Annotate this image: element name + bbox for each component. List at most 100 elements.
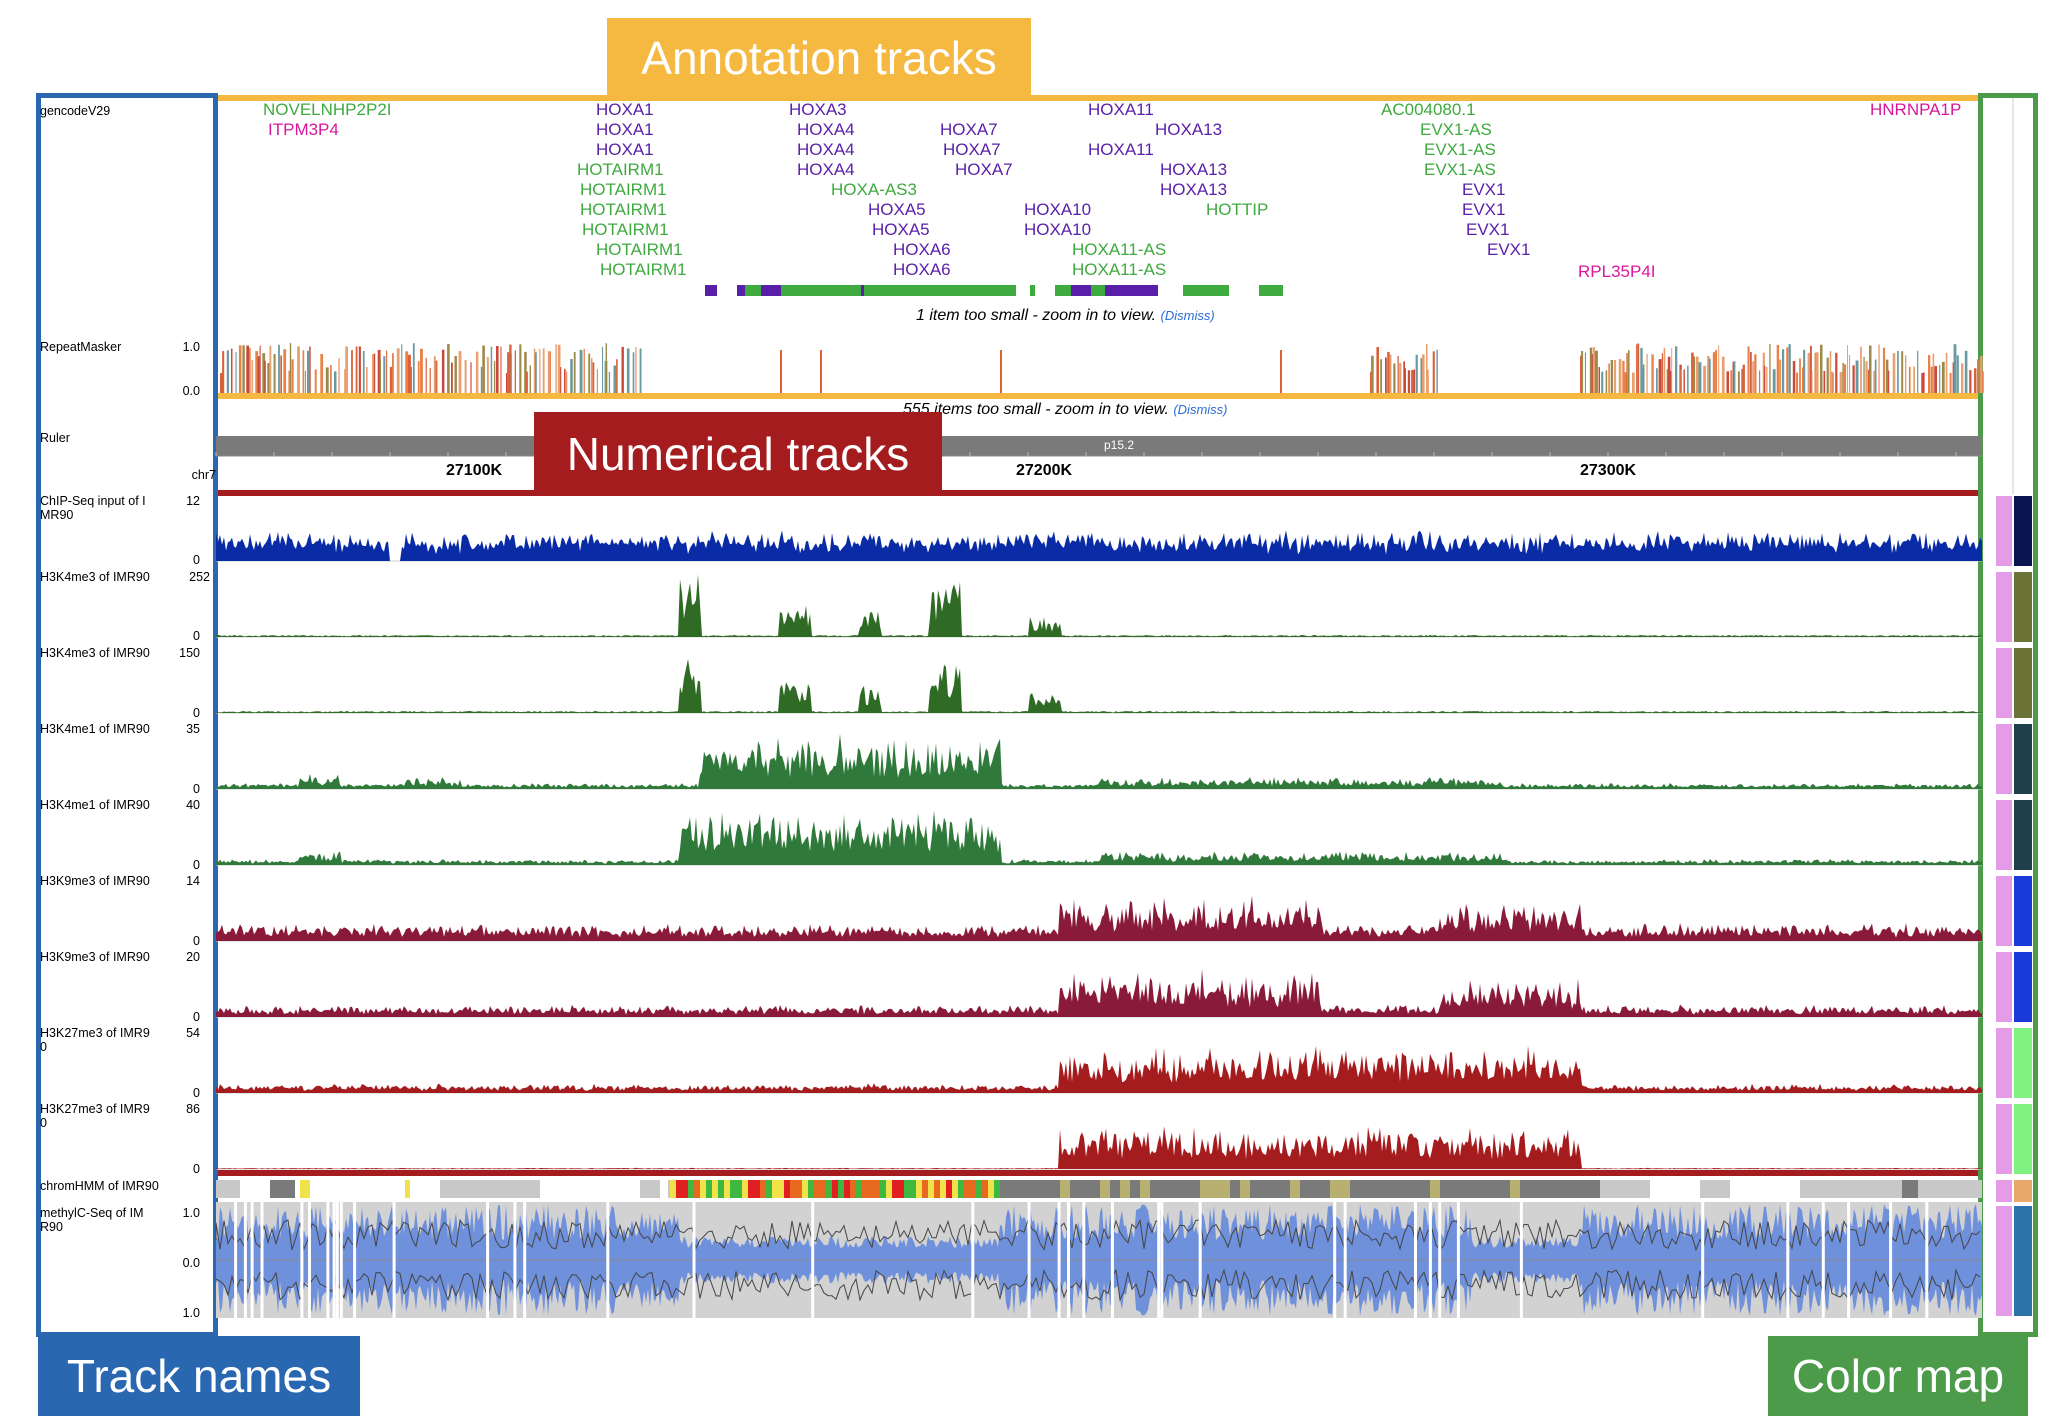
repeat-block bbox=[1695, 356, 1699, 393]
chromhmm-segment bbox=[1280, 1180, 1290, 1198]
methyl-gap bbox=[1198, 1202, 1202, 1318]
repeat-block bbox=[1835, 352, 1838, 393]
repeat-block bbox=[429, 367, 431, 393]
methyl-gap bbox=[243, 1202, 247, 1318]
repeat-block bbox=[1380, 359, 1382, 393]
repeat-block bbox=[1592, 347, 1596, 393]
repeat-block bbox=[1754, 354, 1757, 393]
repeat-block bbox=[249, 347, 251, 393]
methyl-gap bbox=[1925, 1202, 1929, 1318]
repeat-block bbox=[267, 363, 270, 393]
repeat-block bbox=[604, 360, 608, 393]
gene-label: HOXA7 bbox=[943, 140, 1001, 159]
repeat-block bbox=[1580, 355, 1583, 393]
repeat-block bbox=[547, 351, 551, 393]
tick-h3k4me3b-min: 0 bbox=[193, 706, 200, 720]
gene-label: HOXA7 bbox=[940, 120, 998, 139]
methyl-line bbox=[215, 1268, 1981, 1302]
repeat-block bbox=[1830, 371, 1833, 393]
gene-label: HOXA1 bbox=[596, 120, 654, 139]
methyl-gap bbox=[1027, 1202, 1031, 1318]
repeat-block bbox=[1393, 363, 1396, 393]
repeat-block bbox=[1759, 370, 1761, 393]
chromhmm-segment bbox=[670, 1180, 676, 1198]
repeat-block bbox=[1956, 355, 1959, 393]
track-name-chip-input: ChIP-Seq input of I MR90 bbox=[40, 494, 146, 522]
chromhmm-segment bbox=[982, 1180, 988, 1198]
repeat-block bbox=[579, 349, 583, 393]
chromhmm-segment bbox=[886, 1180, 892, 1198]
tick-h3k4me1b-min: 0 bbox=[193, 858, 200, 872]
repeat-block bbox=[451, 362, 453, 393]
chromhmm-segment bbox=[1500, 1180, 1510, 1198]
repeat-block bbox=[273, 354, 276, 393]
tick-chip-max: 12 bbox=[186, 494, 200, 508]
signal-track-4 bbox=[216, 810, 1982, 866]
repeat-block bbox=[1832, 372, 1834, 393]
chromhmm-segment bbox=[874, 1180, 880, 1198]
signal-area bbox=[216, 810, 1982, 865]
gene-label: EVX1 bbox=[1462, 200, 1506, 219]
repeat-block bbox=[1810, 345, 1812, 393]
repeat-dismiss-link[interactable]: (Dismiss) bbox=[1173, 402, 1228, 417]
repeat-block bbox=[1802, 367, 1805, 393]
repeat-block bbox=[1641, 369, 1644, 393]
repeat-block bbox=[482, 345, 485, 393]
repeat-block bbox=[1820, 344, 1823, 393]
chromhmm-segment bbox=[826, 1180, 832, 1198]
chromhmm-segment bbox=[1260, 1180, 1270, 1198]
methyl-gap bbox=[1343, 1202, 1347, 1318]
gene-label: EVX1 bbox=[1466, 220, 1510, 239]
chromhmm-segment bbox=[1040, 1180, 1050, 1198]
repeat-block bbox=[1849, 354, 1851, 393]
gene-label: EVX1-AS bbox=[1420, 120, 1492, 139]
chromhmm-segment bbox=[892, 1180, 898, 1198]
gene-label: EVX1 bbox=[1487, 240, 1531, 259]
chromhmm-segment bbox=[922, 1180, 928, 1198]
tick-h3k4me3a-min: 0 bbox=[193, 629, 200, 643]
gencode-notice-text: 1 item too small - zoom in to view. bbox=[916, 307, 1157, 324]
chromhmm-segment bbox=[668, 1180, 680, 1198]
chromhmm-segment bbox=[1190, 1180, 1200, 1198]
gencode-dismiss-link[interactable]: (Dismiss) bbox=[1160, 308, 1215, 323]
repeat-block bbox=[1667, 356, 1671, 393]
repeat-block bbox=[1637, 343, 1640, 393]
repeat-block bbox=[1671, 348, 1673, 393]
methyl-gap bbox=[1082, 1202, 1086, 1318]
track-name-h3k4me1-a: H3K4me1 of IMR90 bbox=[40, 722, 150, 736]
repeat-block bbox=[1772, 369, 1776, 393]
repeat-block bbox=[639, 348, 642, 393]
repeat-block bbox=[1280, 350, 1282, 393]
repeat-block bbox=[1420, 358, 1424, 393]
methyl-gap bbox=[1456, 1202, 1460, 1318]
chromhmm-segment bbox=[1580, 1180, 1590, 1198]
repeat-block bbox=[1680, 369, 1682, 393]
gene-label: HOTAIRM1 bbox=[600, 260, 687, 279]
repeat-block bbox=[1703, 365, 1707, 393]
chromhmm-segment bbox=[1510, 1180, 1520, 1198]
repeat-block bbox=[1415, 354, 1418, 393]
repeat-block bbox=[549, 351, 551, 393]
chromhmm-segment bbox=[1060, 1180, 1070, 1198]
methyl-gap bbox=[1333, 1202, 1337, 1318]
repeat-block bbox=[635, 347, 637, 393]
chromhmm-segment bbox=[1080, 1180, 1090, 1198]
methyl-background bbox=[216, 1202, 1982, 1318]
chromhmm-segment bbox=[1570, 1180, 1580, 1198]
gene-label: HOXA11-AS bbox=[1072, 260, 1167, 279]
repeat-block bbox=[1436, 349, 1438, 393]
gene-label: HOTAIRM1 bbox=[580, 180, 667, 199]
tick-h3k27me3a-min: 0 bbox=[193, 1086, 200, 1100]
repeat-block bbox=[780, 350, 782, 393]
track-names-frame bbox=[36, 93, 218, 1337]
repeat-block bbox=[1387, 351, 1390, 393]
ruler-label-27200k: 27200K bbox=[1016, 462, 1073, 479]
ruler-label-27100k: 27100K bbox=[446, 462, 503, 479]
repeat-block bbox=[1610, 360, 1613, 393]
methyl-gap bbox=[606, 1202, 610, 1318]
repeat-block bbox=[519, 344, 522, 393]
repeat-block bbox=[1741, 368, 1743, 393]
tick-h3k9me3a-max: 14 bbox=[186, 874, 200, 888]
repeat-block bbox=[1712, 352, 1715, 393]
tick-h3k4me1a-max: 35 bbox=[186, 722, 200, 736]
